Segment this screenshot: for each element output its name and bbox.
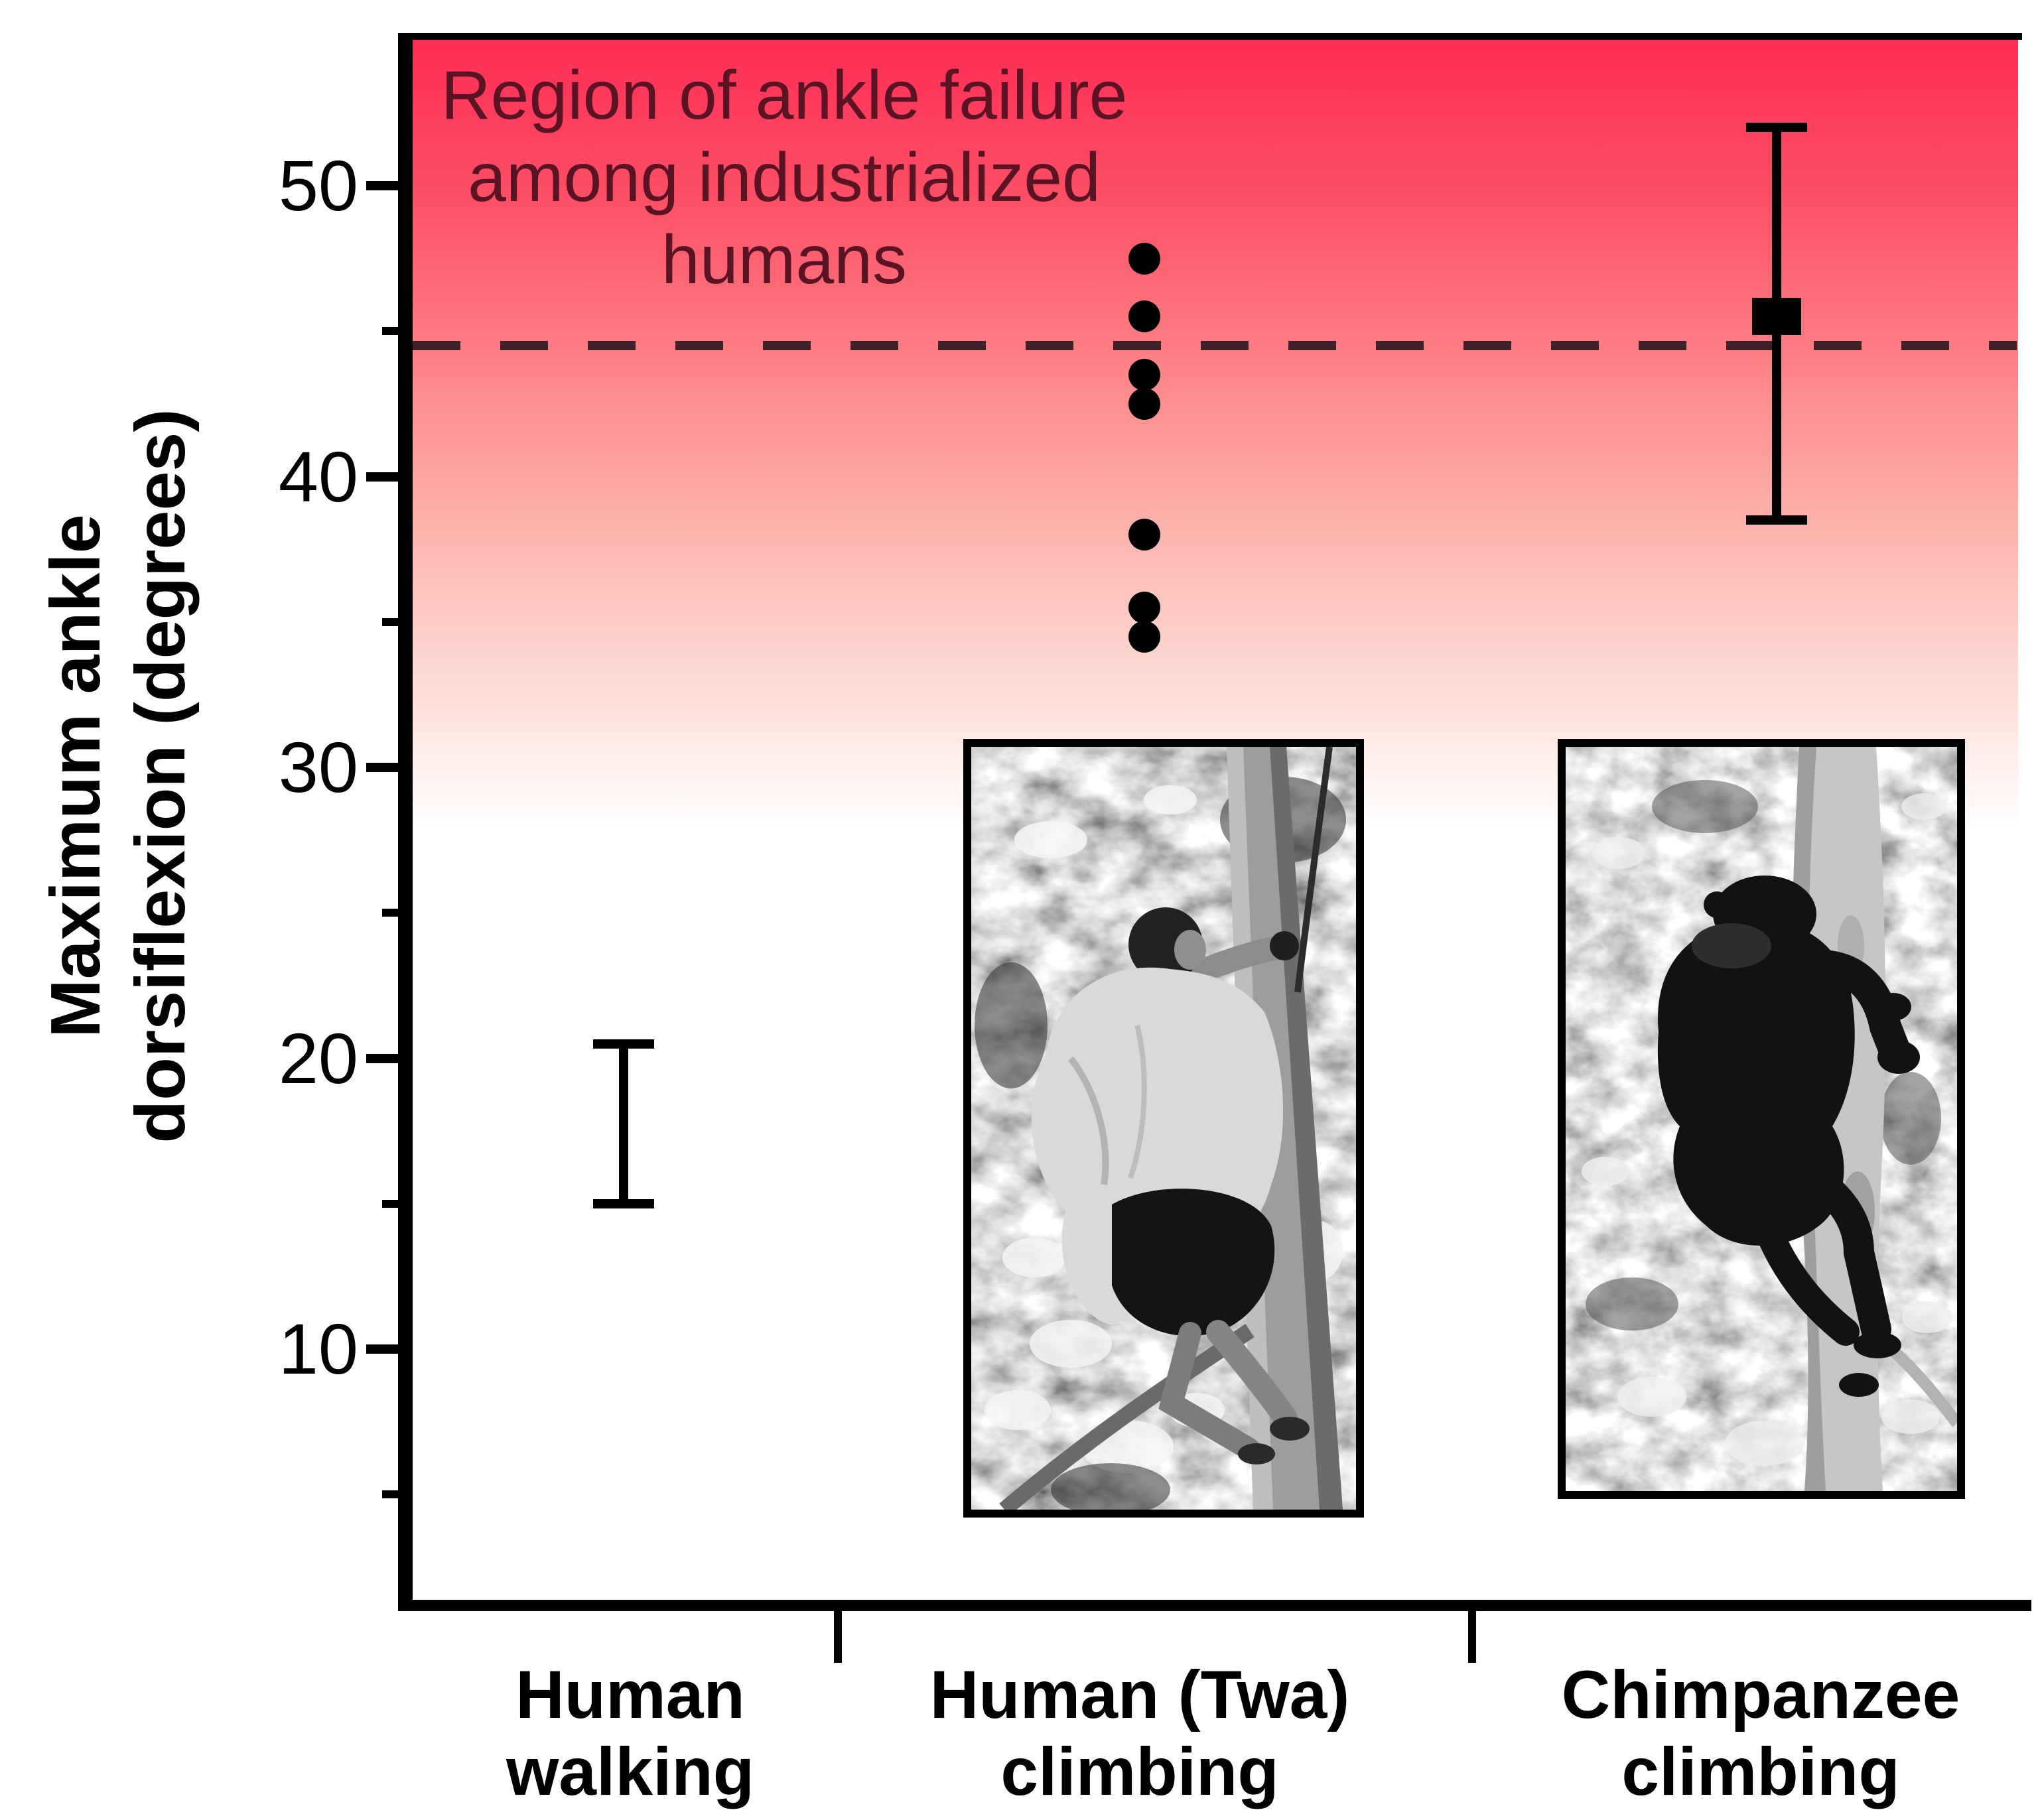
y-major-tick-40 — [366, 472, 403, 482]
category-label-human-walking: Human walking — [325, 1656, 935, 1810]
y-major-tick-20 — [366, 1053, 403, 1063]
y-axis-title-line-2: dorsiflexion (degrees) — [121, 409, 200, 1143]
chimpanzee-silhouette — [1657, 876, 1920, 1397]
y-tick-label-40: 40 — [278, 436, 358, 517]
y-major-tick-10 — [366, 1344, 403, 1354]
human-walking-range-cap-top — [593, 1039, 654, 1049]
y-axis-title: Maximum ankle dorsiflexion (degrees) — [33, 409, 203, 1143]
annotation-line-2: among industrialized — [468, 139, 1101, 216]
category-label-line: walking — [506, 1734, 755, 1809]
y-tick-label-50: 50 — [278, 145, 358, 226]
y-minor-tick-35 — [382, 618, 403, 626]
chimp-error-bar-cap-top — [1746, 123, 1807, 133]
ankle-failure-region — [413, 38, 2018, 831]
y-tick-label-20: 20 — [278, 1017, 358, 1098]
human-walking-range-line — [619, 1043, 628, 1204]
failure-region-annotation: Region of ankle failure among industrial… — [399, 54, 1169, 301]
human-walking-range-cap-bottom — [593, 1199, 654, 1208]
category-label-line: climbing — [1000, 1734, 1279, 1809]
plot-top-frame-line — [398, 33, 2022, 40]
chimp-error-bar-cap-bottom — [1746, 515, 1807, 525]
y-axis-title-line-1: Maximum ankle — [36, 514, 115, 1038]
chimp-mean-square-marker — [1752, 298, 1801, 336]
x-axis-divider-tick-1 — [834, 1611, 842, 1663]
category-label-line: climbing — [1621, 1734, 1900, 1809]
y-minor-tick-5 — [382, 1490, 403, 1499]
category-label-line: Human — [515, 1657, 745, 1732]
chimpanzee-climbing-photo — [1558, 739, 1965, 1499]
category-label-chimpanzee-climbing: Chimpanzee climbing — [1456, 1656, 2038, 1810]
twa-climber-silhouette — [1031, 907, 1310, 1464]
twa-data-point-6 — [1128, 591, 1160, 623]
twa-data-point-3 — [1128, 359, 1160, 391]
twa-data-point-7 — [1128, 620, 1160, 653]
y-tick-label-30: 30 — [278, 727, 358, 807]
x-axis-line — [398, 1600, 2031, 1611]
category-label-human-twa-climbing: Human (Twa) climbing — [835, 1656, 1445, 1810]
dashed-reference-line — [413, 341, 2017, 351]
twa-data-point-4 — [1128, 387, 1160, 420]
y-major-tick-30 — [366, 763, 403, 772]
y-minor-tick-15 — [382, 1199, 403, 1208]
annotation-line-3: humans — [661, 222, 907, 298]
annotation-line-1: Region of ankle failure — [441, 57, 1128, 134]
twa-data-point-5 — [1128, 519, 1160, 551]
twa-data-point-2 — [1128, 300, 1160, 333]
twa-climbing-photo — [963, 739, 1364, 1518]
category-label-line: Human (Twa) — [929, 1657, 1350, 1732]
y-minor-tick-45 — [382, 327, 403, 336]
twa-data-point-1 — [1128, 242, 1160, 275]
y-tick-label-10: 10 — [278, 1309, 358, 1389]
y-major-tick-50 — [366, 181, 403, 190]
twa-climbing-photo-art — [971, 747, 1356, 1510]
category-label-line: Chimpanzee — [1561, 1657, 1960, 1732]
y-axis-spine — [398, 33, 413, 1610]
chimpanzee-climbing-photo-art — [1566, 747, 1957, 1491]
x-axis-divider-tick-2 — [1468, 1611, 1476, 1663]
y-minor-tick-25 — [382, 909, 403, 917]
